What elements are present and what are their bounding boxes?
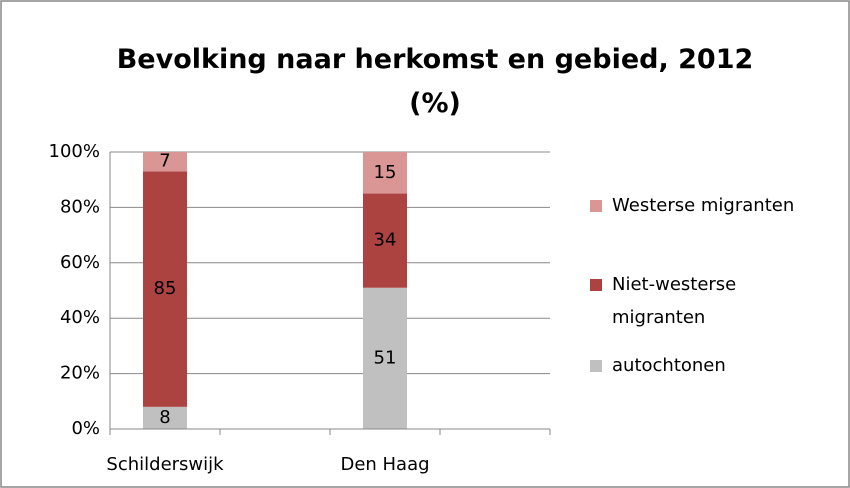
bar-segment (363, 287, 407, 429)
legend-label: Niet-westerse migranten (612, 274, 736, 328)
y-tick-label: 0% (71, 418, 100, 439)
bar-segment (143, 152, 187, 172)
chart-title: Bevolking naar herkomst en gebied, 2012(… (117, 44, 754, 119)
legend-label: Westerse migranten (612, 195, 794, 216)
legend-label: autochtonen (612, 355, 726, 376)
data-label: 51 (374, 347, 397, 368)
y-tick-label: 40% (60, 307, 100, 328)
y-tick-label: 60% (60, 252, 100, 273)
y-tick-label: 100% (49, 141, 100, 162)
data-label: 85 (154, 278, 177, 299)
bar-segment (363, 193, 407, 288)
x-tick-label: Schilderswijk (106, 454, 224, 475)
legend-swatch (590, 360, 602, 372)
bar-segment (363, 152, 407, 194)
data-label: 8 (159, 407, 170, 428)
data-label: 15 (374, 162, 397, 183)
data-label: 7 (159, 151, 170, 172)
x-tick-label: Den Haag (340, 454, 429, 475)
y-tick-label: 80% (60, 196, 100, 217)
legend-swatch (590, 200, 602, 212)
bar-segment (143, 406, 187, 429)
legend-swatch (590, 279, 602, 291)
bar-segment (143, 171, 187, 407)
y-tick-label: 20% (60, 363, 100, 384)
data-label: 34 (374, 230, 397, 251)
